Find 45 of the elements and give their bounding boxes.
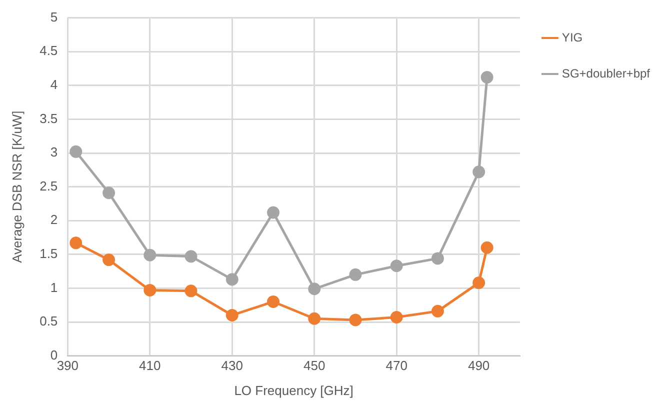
y-tick-label: 1	[50, 280, 58, 295]
legend-label: SG+doubler+bpf	[562, 66, 651, 80]
point	[431, 252, 444, 265]
point	[144, 248, 156, 262]
point	[390, 311, 403, 324]
y-tick-label: 1.5	[40, 246, 58, 261]
point	[226, 308, 238, 322]
x-axis-title: LO Frequency [GHz]	[234, 382, 354, 398]
point	[349, 268, 362, 281]
point	[308, 312, 321, 325]
point	[431, 304, 444, 318]
x-tick-label: 490	[468, 358, 490, 374]
y-tick-label: 0.5	[40, 314, 58, 329]
x-tick-label: 450	[304, 358, 326, 374]
legend-label: YIG	[562, 30, 583, 44]
point	[480, 241, 494, 254]
y-tick-label: 4.5	[40, 43, 58, 58]
point	[226, 273, 238, 286]
x-tick-label: 410	[139, 358, 161, 374]
y-tick-label: 3	[50, 144, 58, 160]
point	[480, 71, 494, 84]
point	[102, 254, 116, 266]
point	[70, 145, 82, 158]
point	[184, 250, 198, 263]
point	[102, 186, 116, 200]
y-tick-label: 5	[50, 9, 58, 24]
point	[70, 236, 82, 250]
point	[472, 276, 486, 290]
point	[349, 314, 362, 326]
point	[308, 282, 321, 296]
x-tick-label: 390	[56, 358, 79, 374]
point	[184, 284, 198, 298]
point	[266, 206, 280, 219]
point	[266, 295, 280, 308]
point	[390, 260, 403, 272]
y-tick-label: 3.5	[40, 110, 58, 126]
y-axis-title: Average DSB NSR [K/uW]	[9, 110, 24, 263]
y-tick-label: 4	[50, 76, 58, 92]
x-tick-label: 430	[221, 358, 243, 374]
point	[144, 284, 156, 296]
y-tick-label: 2	[50, 212, 58, 228]
y-tick-label: 0	[50, 347, 58, 362]
point	[472, 166, 486, 178]
y-tick-label: 2.5	[40, 178, 58, 194]
x-tick-label: 470	[386, 358, 408, 374]
